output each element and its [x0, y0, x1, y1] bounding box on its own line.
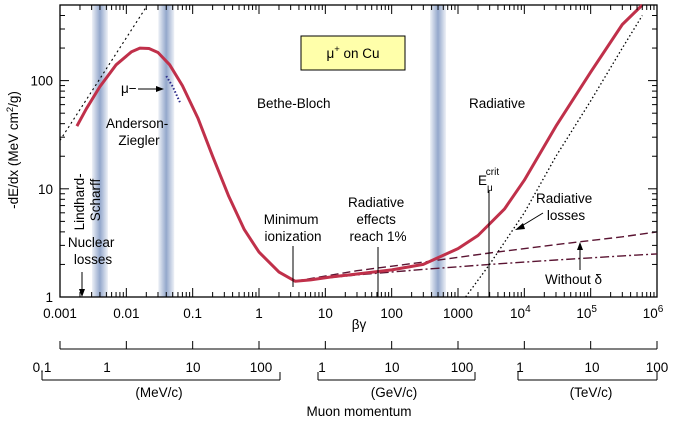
- momentum-tick-label: 1: [516, 360, 524, 375]
- momentum-tick-label: 10: [185, 360, 200, 375]
- x-tick-label-exp: 104: [510, 304, 531, 321]
- legend-text: μ+ on Cu: [326, 44, 379, 61]
- x-axis-ticks: 0.001 0.01 0.1 1 10 100 1000 104 105 106: [43, 5, 664, 321]
- y-axis-label: -dE/dx (MeV cm2/g): [5, 91, 21, 209]
- x-tick-label: 0.1: [183, 306, 202, 321]
- annotation-mu-minus: μ−: [121, 81, 137, 96]
- momentum-unit-label: (GeV/c): [371, 385, 418, 400]
- y-tick-label: 100: [30, 74, 53, 89]
- x-tick-label: 0.01: [113, 306, 139, 321]
- series-without-delta: [295, 253, 658, 282]
- momentum-tick-label: 10: [384, 360, 399, 375]
- annotation-e-crit: Eμcrit: [478, 167, 499, 194]
- annotation-nuclear-losses: Nuclear losses: [68, 235, 118, 267]
- momentum-tick-label: 100: [451, 360, 474, 375]
- x-tick-label: 10: [318, 306, 333, 321]
- series-mu-plus-total: [75, 3, 644, 283]
- momentum-tick-label: 0.1: [33, 360, 52, 375]
- without-delta-arrowhead: [577, 242, 583, 250]
- x-tick-label: 100: [380, 306, 403, 321]
- momentum-tick-label: 100: [646, 360, 669, 375]
- x-tick-label: 1: [255, 306, 263, 321]
- x-axis-label: βγ: [352, 317, 367, 332]
- momentum-tick-label: 1: [318, 360, 326, 375]
- x-tick-label: 0.001: [43, 306, 77, 321]
- series-mu-minus: [165, 75, 182, 104]
- plot-frame: [59, 4, 658, 298]
- x-tick-label: 1000: [443, 306, 473, 321]
- mu-minus-arrowhead: [156, 86, 164, 92]
- momentum-tick-label: 10: [584, 360, 599, 375]
- legend-box: [300, 35, 406, 71]
- muon-momentum-axis: 0.1 1 10 100 (MeV/c) 1 10 100 (GeV/c) 1 10 100 (TeV/…: [33, 341, 669, 400]
- shaded-bands: [91, 5, 447, 297]
- annotation-radiative-losses: Radiative losses: [536, 191, 596, 223]
- momentum-unit-label: (MeV/c): [135, 385, 182, 400]
- annotation-without-delta: Without δ: [545, 272, 602, 287]
- radiative-losses-arrowhead: [515, 223, 525, 230]
- annotation-minimum-ionization: Minimum ionization: [264, 212, 323, 244]
- momentum-tick-label: 1: [103, 360, 111, 375]
- series-total-dashed: [294, 231, 658, 282]
- momentum-tick-label: 100: [250, 360, 273, 375]
- series-radiative-losses: [465, 15, 643, 298]
- shaded-band-0: [91, 5, 108, 297]
- shaded-band-1: [158, 5, 175, 297]
- x-tick-label-exp: 106: [643, 304, 664, 321]
- momentum-unit-label: (TeV/c): [570, 385, 613, 400]
- shaded-band-2: [430, 5, 447, 297]
- annotation-radiative: Radiative: [469, 96, 525, 111]
- y-tick-label: 1: [45, 290, 53, 305]
- y-tick-label: 10: [38, 182, 53, 197]
- annotation-anderson-ziegler: Anderson- Ziegler: [106, 116, 172, 148]
- y-axis-ticks: 1 10 100: [30, 4, 657, 305]
- x-tick-label-exp: 105: [576, 304, 597, 321]
- annotation-radiative-effects: Radiative effects reach 1%: [348, 195, 408, 244]
- annotation-bethe-bloch: Bethe-Bloch: [257, 96, 331, 111]
- curves-layer: [59, 3, 658, 298]
- momentum-axis-label: Muon momentum: [306, 404, 411, 419]
- nuclear-losses-arrowhead: [79, 289, 85, 297]
- lindhard-scharff-line: [59, 6, 147, 141]
- annotation-lindhard: Lindhard- Scharff: [72, 170, 103, 231]
- radiative-losses-arrow: [519, 212, 544, 228]
